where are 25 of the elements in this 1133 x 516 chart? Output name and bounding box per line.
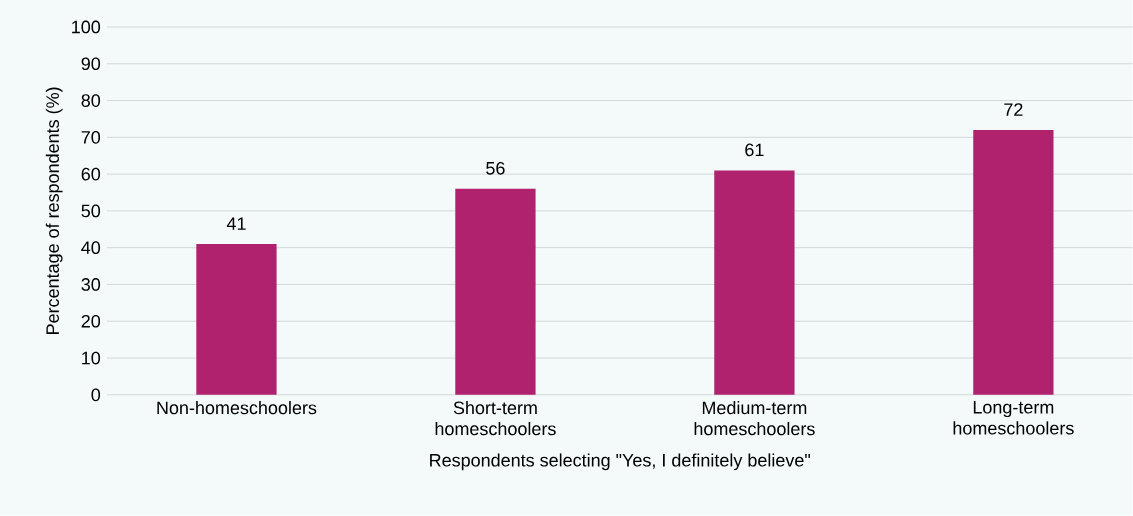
- bar: [714, 170, 795, 395]
- x-tick-label: Short-term homeschoolers: [435, 401, 556, 436]
- data-label: 61: [745, 143, 764, 157]
- x-tick-label: Non-homeschoolers: [157, 401, 317, 415]
- bar: [455, 188, 536, 395]
- x-axis-title: Respondents selecting "Yes, I definitely believe": [430, 453, 810, 471]
- y-tick-label: 80: [81, 94, 101, 108]
- y-tick-label: 70: [81, 131, 101, 144]
- y-axis-title: Percentage of respondents (%): [45, 87, 63, 335]
- data-label: 72: [1004, 103, 1023, 116]
- y-tick-label: 100: [72, 20, 101, 34]
- y-tick-label: 0: [91, 388, 101, 402]
- data-label: 41: [226, 217, 246, 230]
- y-tick-label: 40: [81, 241, 101, 255]
- y-tick-label: 50: [81, 204, 101, 218]
- y-tick-label: 20: [81, 314, 101, 328]
- data-label: 56: [486, 162, 505, 175]
- y-tick-label: 60: [81, 167, 101, 181]
- y-tick-label: 90: [81, 57, 101, 71]
- bar: [196, 244, 277, 395]
- y-tick-label: 10: [82, 351, 101, 365]
- bar: [973, 130, 1054, 395]
- y-tick-label: 30: [81, 278, 101, 291]
- x-tick-label: Medium-term homeschoolers: [694, 401, 815, 436]
- x-tick-label: Long-term homeschoolers: [953, 401, 1074, 435]
